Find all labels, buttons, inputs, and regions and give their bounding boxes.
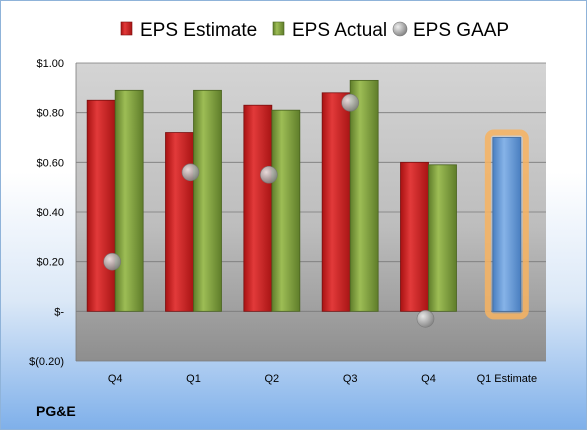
- legend-eps-actual: EPS Actual: [272, 20, 387, 41]
- y-tick-label: $0.60: [36, 157, 64, 169]
- x-axis: Q4 Q1 Q2 Q3 Q4 Q1 Estimate: [108, 373, 537, 385]
- gaap-markers: [103, 93, 435, 328]
- eps-gaap-point: [260, 165, 278, 184]
- eps-gaap-point: [416, 309, 435, 328]
- bar-eps-estimate: [321, 92, 351, 312]
- y-axis: $(0.20) $- $0.20 $0.40 $0.60 $0.80 $1.00: [29, 58, 77, 368]
- y-tick-label: $0.20: [36, 257, 64, 269]
- gridlines: [76, 62, 546, 362]
- legend-eps-estimate: EPS Estimate: [120, 20, 257, 41]
- bar-eps-actual: [193, 89, 222, 312]
- x-tick-label: Q1 Estimate: [477, 373, 538, 385]
- y-tick-label: $-: [54, 306, 64, 318]
- bar-eps-estimate: [165, 132, 194, 312]
- company-name: PG&E: [36, 403, 76, 419]
- bar-eps-estimate: [243, 104, 273, 312]
- legend-swatch: [120, 21, 133, 36]
- x-tick-label: Q1: [186, 373, 201, 385]
- bar-eps-actual: [271, 109, 301, 312]
- bar-eps-estimate: [400, 161, 429, 312]
- legend-swatch: [272, 21, 285, 36]
- legend-marker: [392, 21, 408, 37]
- eps-gaap-point: [341, 93, 359, 112]
- bar-eps-actual: [349, 79, 379, 312]
- eps-gaap-point: [103, 252, 121, 271]
- y-tick-label: $1.00: [36, 58, 64, 70]
- bar-q1-estimate: [492, 137, 522, 312]
- legend-label: EPS Estimate: [140, 20, 257, 41]
- x-tick-label: Q3: [343, 373, 358, 385]
- bar-eps-actual: [428, 164, 457, 312]
- legend-label: EPS GAAP: [413, 20, 509, 41]
- legend-eps-gaap: EPS GAAP: [392, 20, 509, 41]
- legend-label: EPS Actual: [292, 20, 387, 41]
- y-tick-label: $0.40: [36, 207, 64, 219]
- eps-gaap-point: [181, 163, 200, 182]
- x-tick-label: Q2: [264, 373, 279, 385]
- y-tick-label: $0.80: [36, 108, 64, 120]
- bars: [86, 79, 529, 320]
- bar-eps-estimate: [86, 99, 116, 312]
- x-tick-label: Q4: [421, 373, 436, 385]
- x-tick-label: Q4: [108, 373, 123, 385]
- y-tick-label: $(0.20): [29, 356, 64, 368]
- legend: EPS Estimate EPS Actual EPS GAAP: [120, 20, 509, 41]
- bar-eps-actual: [114, 89, 144, 312]
- estimate-highlight: [484, 129, 529, 320]
